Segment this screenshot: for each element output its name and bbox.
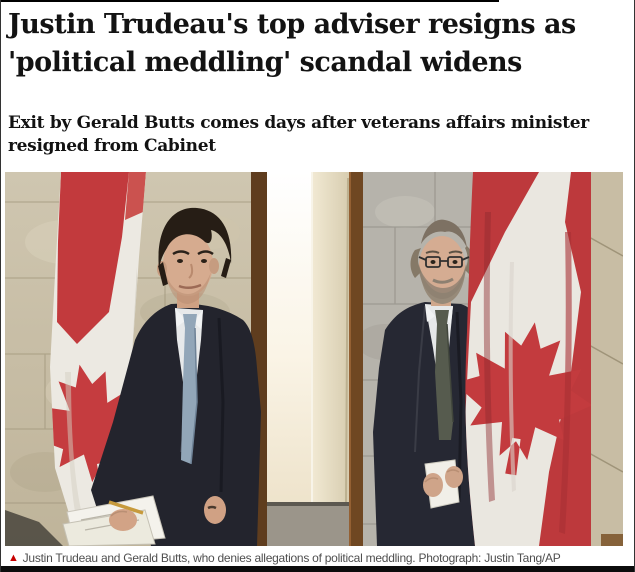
photo-caption: ▲ Justin Trudeau and Gerald Butts, who de…	[8, 550, 623, 567]
caption-arrow-icon: ▲	[8, 552, 19, 564]
article-standfirst: Exit by Gerald Butts comes days after ve…	[8, 112, 589, 158]
standfirst-line-1: Exit by Gerald Butts comes days after ve…	[8, 113, 589, 133]
top-divider	[1, 0, 499, 2]
bottom-divider	[1, 566, 634, 572]
article-headline: Justin Trudeau's top adviser resigns as …	[8, 6, 576, 82]
photo-illustration	[5, 172, 623, 546]
caption-text: Justin Trudeau and Gerald Butts, who den…	[22, 551, 561, 565]
article-photo	[5, 172, 623, 546]
standfirst-line-2: resigned from Cabinet	[8, 136, 216, 156]
headline-line-2: 'political meddling' scandal widens	[8, 47, 522, 78]
headline-line-1: Justin Trudeau's top adviser resigns as	[8, 9, 576, 40]
